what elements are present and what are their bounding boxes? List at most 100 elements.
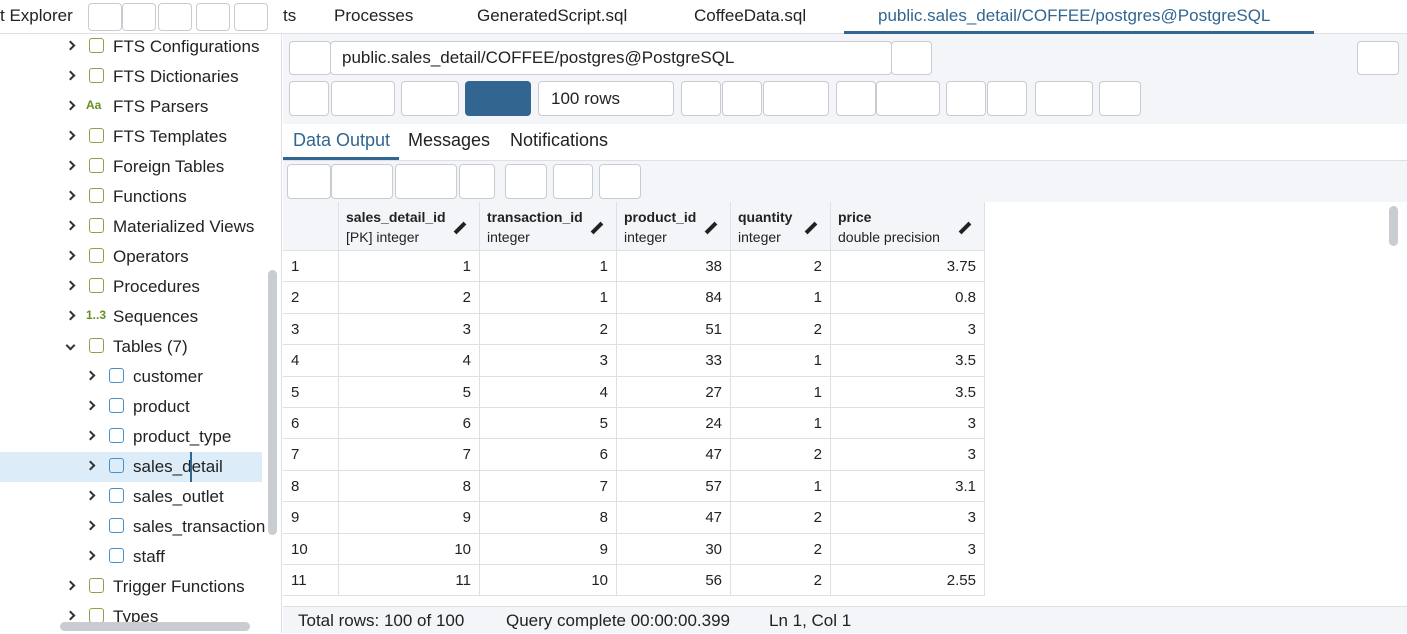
row-number[interactable]: 9	[283, 502, 339, 534]
tree-chevron[interactable]	[65, 70, 76, 81]
cell[interactable]: 27	[617, 376, 731, 408]
cell[interactable]: 5	[339, 376, 480, 408]
cell[interactable]: 2	[731, 251, 831, 283]
cell[interactable]: 1	[731, 376, 831, 408]
cell[interactable]: 47	[617, 439, 731, 471]
cell[interactable]: 3.75	[831, 251, 985, 283]
explorer-button[interactable]	[122, 3, 156, 31]
tree-label[interactable]: Materialized Views	[113, 217, 255, 236]
tree-chevron[interactable]	[65, 250, 76, 261]
cell[interactable]: 56	[617, 565, 731, 597]
cell[interactable]: 84	[617, 282, 731, 314]
explorer-button[interactable]	[88, 3, 122, 31]
cell[interactable]: 38	[617, 251, 731, 283]
toolbar-button[interactable]	[331, 81, 395, 116]
cell[interactable]: 9	[480, 533, 617, 565]
cell[interactable]: 1	[731, 282, 831, 314]
tree-chevron[interactable]	[65, 130, 76, 141]
cell[interactable]: 51	[617, 313, 731, 346]
grid-button[interactable]	[505, 164, 547, 199]
cell[interactable]: 8	[480, 502, 617, 534]
cell[interactable]: 4	[480, 376, 617, 408]
tree-chevron[interactable]	[65, 280, 76, 291]
cell[interactable]: 6	[339, 408, 480, 440]
cell[interactable]: 11	[339, 565, 480, 597]
row-number[interactable]: 10	[283, 533, 339, 565]
cell[interactable]: 3	[831, 533, 985, 565]
tree-label[interactable]: FTS Parsers	[113, 97, 209, 116]
toolbar-button[interactable]	[1035, 81, 1093, 116]
cell[interactable]: 1	[339, 251, 480, 283]
cell[interactable]: 1	[480, 251, 617, 283]
tree-label[interactable]: staff	[133, 547, 165, 566]
edit-icon[interactable]	[704, 221, 718, 235]
tree-chevron[interactable]	[85, 550, 96, 561]
cell[interactable]: 3.5	[831, 376, 985, 408]
cell[interactable]: 2	[339, 282, 480, 314]
cell[interactable]: 33	[617, 345, 731, 377]
tree-chevron[interactable]	[85, 520, 96, 531]
tree-label[interactable]: FTS Templates	[113, 127, 228, 146]
connection-button[interactable]	[289, 41, 331, 75]
tree-label[interactable]: FTS Configurations	[113, 37, 260, 56]
cell[interactable]: 1	[731, 470, 831, 503]
tree-chevron[interactable]	[65, 190, 76, 201]
tab-label[interactable]: public.sales_detail/COFFEE/postgres@Post…	[878, 6, 1271, 25]
tree-label[interactable]: sales_detail	[133, 457, 223, 476]
filter-button[interactable]	[465, 81, 531, 116]
tree-chevron[interactable]	[85, 430, 96, 441]
tree-label[interactable]: product_type	[133, 427, 232, 446]
row-number[interactable]: 2	[283, 282, 339, 314]
cell[interactable]: 3.5	[831, 345, 985, 377]
cell[interactable]: 6	[480, 439, 617, 471]
toolbar-button[interactable]	[946, 81, 986, 116]
grid-button[interactable]	[331, 164, 393, 199]
cell[interactable]: 57	[617, 470, 731, 503]
edit-icon[interactable]	[958, 221, 972, 235]
cell[interactable]: 3.1	[831, 470, 985, 503]
toolbar-button[interactable]	[681, 81, 721, 116]
cell[interactable]: 0.8	[831, 282, 985, 314]
toolbar-button[interactable]	[1099, 81, 1141, 116]
cell[interactable]: 2	[731, 502, 831, 534]
row-number[interactable]: 6	[283, 408, 339, 440]
query-bar[interactable]: public.sales_detail/COFFEE/postgres@Post…	[330, 41, 892, 75]
row-number[interactable]: 5	[283, 376, 339, 408]
toolbar-button[interactable]	[401, 81, 459, 116]
tree-label[interactable]: sales_transaction	[133, 517, 266, 536]
row-number[interactable]: 4	[283, 345, 339, 377]
tree-scrollbar[interactable]	[60, 622, 250, 631]
row-number[interactable]: 3	[283, 313, 339, 346]
grid-button[interactable]	[395, 164, 457, 199]
cell[interactable]: 3	[831, 408, 985, 440]
tab-label[interactable]: t Explorer	[0, 6, 73, 25]
cell[interactable]: 9	[339, 502, 480, 534]
cell[interactable]: 7	[339, 439, 480, 471]
tab-label[interactable]: CoffeeData.sql	[694, 6, 807, 25]
cell[interactable]: 1	[731, 345, 831, 377]
row-number[interactable]: 11	[283, 565, 339, 597]
tree-label[interactable]: sales_outlet	[133, 487, 224, 506]
row-number[interactable]: 1	[283, 251, 339, 283]
refresh-button[interactable]	[1357, 41, 1399, 75]
db-button[interactable]	[891, 41, 932, 75]
grid-button[interactable]	[599, 164, 641, 199]
tree-chevron[interactable]	[65, 160, 76, 171]
cell[interactable]: 2	[731, 313, 831, 346]
cell[interactable]: 47	[617, 502, 731, 534]
row-number[interactable]: 7	[283, 439, 339, 471]
cell[interactable]: 2	[731, 565, 831, 597]
explorer-button[interactable]	[158, 3, 192, 31]
tree-label[interactable]: customer	[133, 367, 203, 386]
edit-icon[interactable]	[453, 221, 467, 235]
cell[interactable]: 2	[480, 313, 617, 346]
cell[interactable]: 1	[731, 408, 831, 440]
tree-vscrollbar[interactable]	[268, 270, 277, 535]
cell[interactable]: 3	[480, 345, 617, 377]
explorer-button[interactable]	[196, 3, 230, 31]
tree-label[interactable]: Procedures	[113, 277, 200, 296]
tab-label[interactable]: Processes	[334, 6, 414, 25]
cell[interactable]: 2	[731, 439, 831, 471]
tree-chevron[interactable]	[65, 100, 76, 111]
result-tab[interactable]: Notifications	[510, 130, 609, 150]
